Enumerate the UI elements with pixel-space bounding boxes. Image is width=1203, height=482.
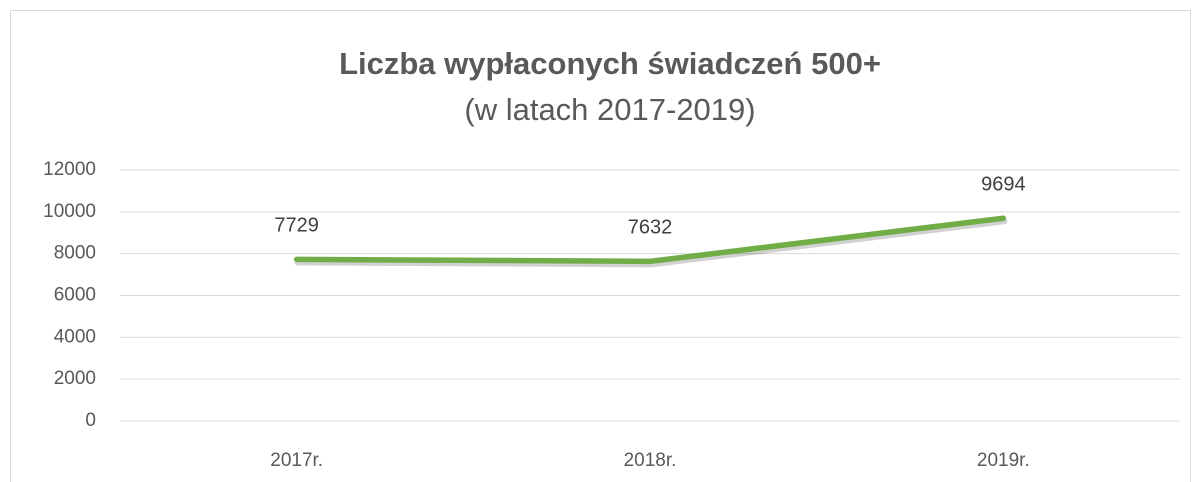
- y-tick-label: 4000: [54, 326, 96, 347]
- chart-subtitle: (w latach 2017-2019): [464, 92, 755, 127]
- y-tick-label: 6000: [54, 285, 96, 306]
- y-tick-label: 8000: [54, 243, 96, 264]
- y-tick-label: 0: [85, 410, 96, 431]
- chart-title: Liczba wypłaconych świadczeń 500+: [339, 46, 881, 81]
- line-shadow: [294, 218, 1008, 268]
- y-tick-label: 10000: [43, 201, 96, 222]
- data-line: [293, 215, 1007, 265]
- x-tick-label: 2018r.: [624, 450, 677, 471]
- data-label: 7729: [274, 215, 319, 237]
- x-tick-label: 2017r.: [270, 450, 323, 471]
- data-label: 9694: [981, 174, 1026, 196]
- chart-border: [10, 10, 1191, 482]
- y-tick-label: 12000: [43, 159, 96, 180]
- data-label: 7632: [628, 217, 673, 239]
- y-tick-label: 2000: [54, 368, 96, 389]
- x-tick-label: 2019r.: [977, 450, 1030, 471]
